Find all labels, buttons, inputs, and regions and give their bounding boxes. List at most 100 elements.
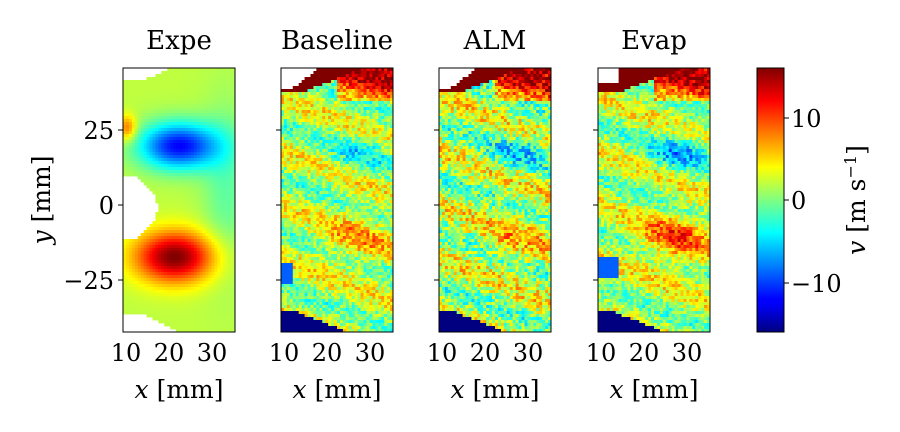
- heat-cell-expe: [190, 227, 195, 231]
- heat-cell-baseline: [384, 173, 388, 177]
- heat-cell-expe: [167, 287, 171, 291]
- heat-cell-expe: [187, 92, 192, 96]
- heat-cell-baseline: [283, 188, 288, 192]
- heat-cell-baseline: [337, 95, 341, 99]
- heat-cell-expe: [199, 80, 203, 84]
- heat-cell-expe: [196, 125, 201, 129]
- heat-cell-expe: [226, 233, 230, 237]
- heat-cell-expe: [155, 152, 159, 156]
- heat-cell-expe: [193, 302, 198, 306]
- heat-cell-baseline: [325, 83, 329, 87]
- heat-cell-expe: [190, 320, 195, 324]
- heat-cell-expe: [223, 68, 227, 72]
- heat-cell-baseline: [369, 155, 373, 159]
- heat-cell-expe: [217, 143, 221, 147]
- heat-cell-baseline: [316, 167, 320, 171]
- heat-cell-baseline: [360, 128, 364, 132]
- heat-cell-baseline: [369, 131, 373, 135]
- heat-cell-expe: [164, 74, 168, 78]
- heat-cell-expe: [205, 92, 209, 96]
- heat-cell-expe: [199, 155, 203, 159]
- heat-cell-expe: [229, 233, 233, 237]
- heat-cell-expe: [143, 158, 147, 162]
- heat-cell-expe: [205, 329, 209, 333]
- heat-cell-expe: [173, 275, 177, 279]
- heat-cell-expe: [205, 101, 209, 105]
- heat-cell-expe: [143, 173, 147, 177]
- heat-cell-baseline: [334, 170, 338, 174]
- heat-cell-baseline: [283, 104, 288, 108]
- heat-cell-expe: [167, 254, 171, 258]
- heat-cell-baseline: [375, 128, 379, 132]
- heat-cell-baseline: [369, 80, 373, 84]
- heat-cell-expe: [196, 107, 201, 111]
- heat-cell-expe: [214, 182, 218, 186]
- heat-cell-expe: [158, 74, 162, 78]
- heat-cell-baseline: [316, 200, 320, 204]
- heat-cell-baseline: [325, 137, 329, 141]
- heat-cell-baseline: [313, 104, 317, 108]
- heat-cell-expe: [125, 293, 130, 297]
- heat-cell-baseline: [307, 155, 311, 159]
- heat-cell-baseline: [281, 149, 285, 153]
- heat-cell-baseline: [334, 185, 338, 189]
- heat-cell-expe: [173, 140, 177, 144]
- heat-cell-expe: [184, 200, 189, 204]
- heat-cell-expe: [193, 320, 198, 324]
- heat-cell-expe: [190, 113, 195, 117]
- heat-cell-baseline: [295, 95, 300, 99]
- heat-cell-expe: [223, 155, 227, 159]
- heat-cell-baseline: [281, 92, 285, 96]
- heat-cell-baseline: [390, 152, 394, 156]
- heat-cell-baseline: [390, 113, 394, 117]
- heat-cell-expe: [217, 269, 221, 273]
- heat-cell-baseline: [366, 125, 370, 129]
- heat-cell-expe: [217, 299, 221, 303]
- heat-cell-expe: [223, 137, 227, 141]
- heat-cell-baseline: [369, 101, 373, 105]
- heat-cell-baseline: [304, 98, 308, 102]
- heat-cell-expe: [193, 89, 198, 93]
- heat-cell-expe: [226, 68, 230, 72]
- heat-cell-expe: [196, 284, 201, 288]
- heat-cell-baseline: [289, 101, 294, 105]
- heat-cell-expe: [196, 158, 201, 162]
- heat-cell-baseline: [316, 191, 320, 195]
- heat-cell-baseline: [369, 104, 373, 108]
- heat-cell-expe: [202, 182, 206, 186]
- heat-cell-baseline: [295, 104, 300, 108]
- heat-cell-expe: [223, 83, 227, 87]
- heat-cell-baseline: [351, 131, 356, 135]
- heat-cell-baseline: [378, 179, 382, 183]
- heat-cell-expe: [220, 284, 224, 288]
- heat-cell-expe: [179, 239, 183, 243]
- heat-cell-baseline: [286, 134, 291, 138]
- heat-cell-baseline: [372, 83, 376, 87]
- heat-cell-baseline: [351, 203, 356, 207]
- heat-cell-expe: [187, 113, 192, 117]
- heat-cell-baseline: [384, 212, 388, 216]
- heat-cell-expe: [199, 110, 203, 114]
- heat-cell-expe: [226, 152, 230, 156]
- heat-cell-expe: [226, 176, 230, 180]
- heat-cell-baseline: [313, 221, 317, 225]
- heat-cell-expe: [196, 173, 201, 177]
- heat-cell-expe: [176, 122, 180, 126]
- heat-cell-baseline: [381, 161, 385, 165]
- heat-cell-expe: [170, 326, 174, 330]
- heat-cell-expe: [187, 248, 192, 252]
- heat-cell-baseline: [348, 155, 353, 159]
- heat-cell-expe: [187, 86, 192, 90]
- heat-cell-expe: [202, 167, 206, 171]
- heat-cell-expe: [211, 113, 215, 117]
- heat-cell-baseline: [331, 221, 335, 225]
- heat-cell-expe: [123, 305, 127, 309]
- heat-cell-baseline: [363, 77, 367, 81]
- heat-cell-baseline: [375, 203, 379, 207]
- heat-cell-expe: [190, 128, 195, 132]
- heat-cell-baseline: [313, 182, 317, 186]
- heat-cell-expe: [158, 164, 162, 168]
- heat-cell-baseline: [339, 101, 344, 105]
- heat-cell-expe: [170, 200, 174, 204]
- heat-cell-baseline: [328, 170, 332, 174]
